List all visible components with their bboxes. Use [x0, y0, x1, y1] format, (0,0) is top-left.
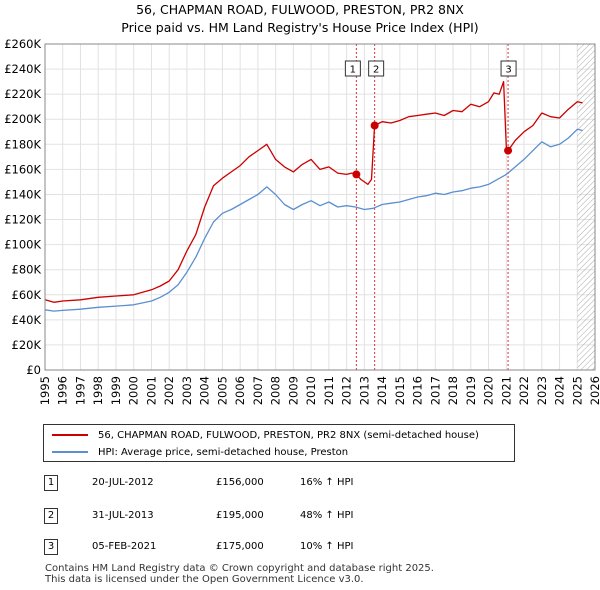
y-tick-label: £100K: [4, 238, 41, 252]
x-tick-label: 2006: [233, 376, 247, 405]
sale-row-1: 1 20-JUL-2012 £156,000 16% ↑ HPI: [44, 475, 464, 493]
y-tick-label: £240K: [4, 62, 41, 76]
chart-legend: 56, CHAPMAN ROAD, FULWOOD, PRESTON, PR2 …: [43, 424, 515, 462]
sale-date: 05-FEB-2021: [92, 541, 157, 552]
sale-price: £156,000: [216, 477, 264, 488]
sale-marker-box: [500, 60, 517, 77]
sale-price: £195,000: [216, 510, 264, 521]
x-tick-label: 2003: [180, 376, 194, 405]
sale-price: £175,000: [216, 541, 264, 552]
sale-row-2: 2 31-JUL-2013 £195,000 48% ↑ HPI: [44, 508, 464, 526]
hpi-line: [44, 128, 583, 312]
y-tick-label: £0: [26, 363, 41, 377]
x-tick-label: 2019: [464, 376, 478, 405]
x-tick-label: 2022: [517, 376, 531, 405]
footer-copyright: Contains HM Land Registry data © Crown c…: [45, 563, 434, 574]
x-tick-label: 1995: [38, 376, 52, 405]
y-tick-label: £220K: [4, 87, 41, 101]
x-tick-label: 1998: [91, 376, 105, 405]
sale-marker-box: [368, 60, 385, 77]
sale-number: 1: [44, 475, 58, 491]
x-tick-label: 2010: [304, 376, 318, 405]
sale-point: [352, 170, 361, 179]
x-tick-label: 2000: [127, 376, 141, 405]
chart-title-line1: 56, CHAPMAN ROAD, FULWOOD, PRESTON, PR2 …: [136, 2, 464, 17]
sale-date: 20-JUL-2012: [92, 477, 154, 488]
sale-hpi-change: 16% ↑ HPI: [300, 477, 354, 488]
y-tick-label: £120K: [4, 213, 41, 227]
x-tick-label: 2007: [251, 376, 265, 405]
y-tick-label: £40K: [12, 313, 42, 327]
plot-frame: [44, 43, 596, 371]
x-tick-label: 2008: [269, 376, 283, 405]
legend-label-hpi: HPI: Average price, semi-detached house,…: [98, 446, 349, 458]
y-tick-label: £260K: [4, 37, 41, 51]
legend-item-property: 56, CHAPMAN ROAD, FULWOOD, PRESTON, PR2 …: [52, 427, 479, 443]
x-tick-label: 2005: [215, 376, 229, 405]
legend-swatch-hpi: [52, 451, 88, 453]
legend-label-property: 56, CHAPMAN ROAD, FULWOOD, PRESTON, PR2 …: [98, 429, 479, 441]
sale-marker-label: 2: [373, 65, 379, 76]
sale-point: [370, 121, 379, 130]
plot-area: [45, 44, 595, 370]
x-tick-label: 2016: [411, 376, 425, 405]
x-tick-label: 2004: [198, 376, 212, 405]
y-tick-label: £80K: [12, 263, 42, 277]
x-tick-label: 1999: [109, 376, 123, 405]
hatched-region: [577, 44, 595, 370]
y-tick-label: £160K: [4, 162, 41, 176]
y-tick-label: £20K: [12, 338, 42, 352]
sale-point: [504, 146, 513, 155]
sale-number: 2: [44, 508, 58, 524]
x-tick-label: 2011: [322, 376, 336, 405]
x-tick-label: 1997: [73, 376, 87, 405]
x-tick-label: 2021: [499, 376, 513, 405]
x-tick-label: 2012: [340, 376, 354, 405]
x-tick-label: 2001: [144, 376, 158, 405]
sale-marker-box: [344, 60, 361, 77]
x-tick-label: 1996: [56, 376, 70, 405]
y-tick-label: £200K: [4, 112, 41, 126]
x-tick-label: 2026: [588, 376, 600, 405]
x-tick-label: 2014: [375, 376, 389, 405]
sale-date: 31-JUL-2013: [92, 510, 154, 521]
legend-swatch-property: [52, 434, 88, 436]
x-tick-label: 2023: [535, 376, 549, 405]
x-tick-label: 2013: [357, 376, 371, 405]
y-tick-label: £180K: [4, 137, 41, 151]
x-tick-label: 2009: [286, 376, 300, 405]
x-tick-label: 2020: [482, 376, 496, 405]
price-chart: 1 2 3 £0 £20K £40K £60K £80K £100K £120K £140K £16…: [4, 37, 600, 405]
x-tick-label: 2024: [553, 376, 567, 405]
x-tick-label: 2025: [570, 376, 584, 405]
x-tick-label: 2015: [393, 376, 407, 405]
chart-title-line2: Price paid vs. HM Land Registry's House …: [121, 20, 479, 35]
sale-marker-label: 1: [350, 65, 356, 76]
sale-row-3: 3 05-FEB-2021 £175,000 10% ↑ HPI: [44, 539, 464, 557]
x-tick-label: 2018: [446, 376, 460, 405]
sale-number: 3: [44, 539, 58, 555]
x-tick-label: 2017: [428, 376, 442, 405]
x-tick-label: 2002: [162, 376, 176, 405]
legend-item-hpi: HPI: Average price, semi-detached house,…: [52, 444, 348, 460]
footer-licence: This data is licensed under the Open Gov…: [45, 574, 364, 585]
sale-marker-label: 3: [505, 65, 511, 76]
sale-hpi-change: 10% ↑ HPI: [300, 541, 354, 552]
y-tick-label: £140K: [4, 187, 41, 201]
sale-hpi-change: 48% ↑ HPI: [300, 510, 354, 521]
y-tick-label: £60K: [12, 288, 42, 302]
